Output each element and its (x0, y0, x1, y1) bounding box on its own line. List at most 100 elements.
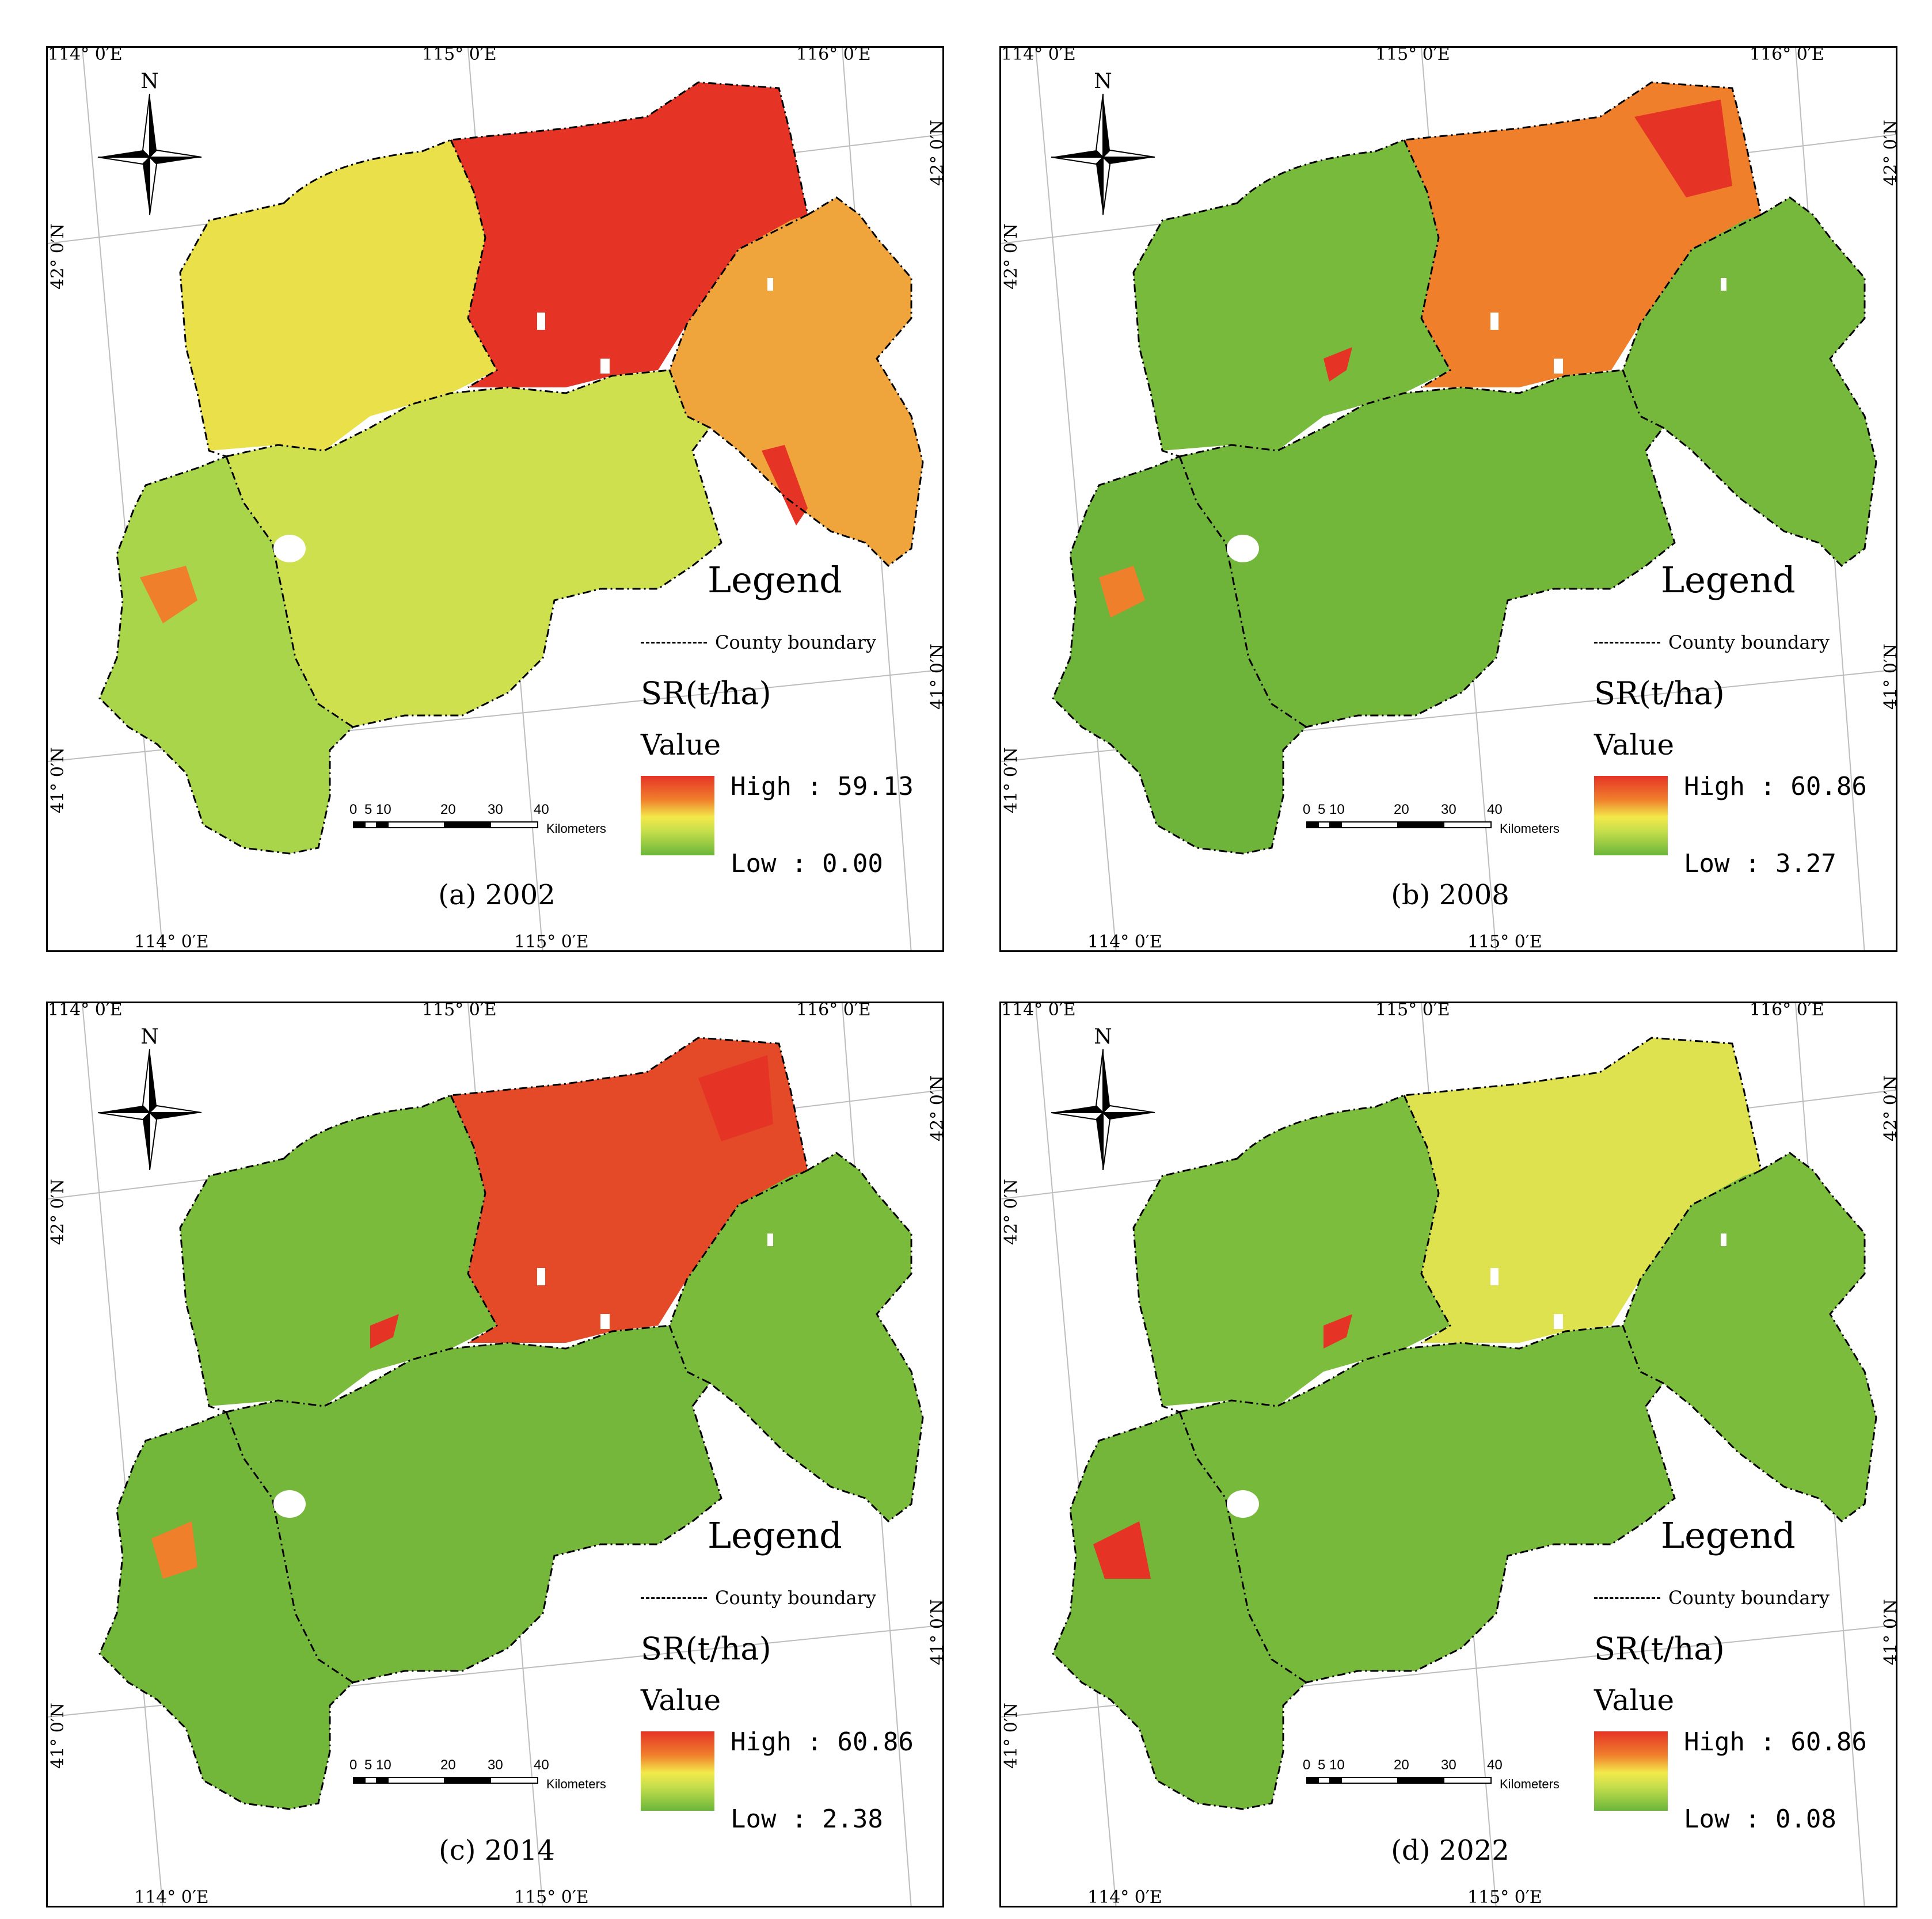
legend-boundary-entry: County boundary (1594, 631, 1830, 654)
lon-label-top-2: 115° 0′E (422, 1002, 497, 1020)
lat-label-right-1: 42° 0′N (927, 120, 944, 186)
scale-bar: 0 5 10 20 30 40 Kilometers (349, 802, 606, 842)
county-map (48, 1003, 942, 1906)
scale-tick: 30 (488, 802, 503, 817)
lat-label-right-1: 42° 0′N (1881, 120, 1897, 186)
lat-label-left-1: 42° 0′N (48, 1179, 68, 1245)
lon-label-top-3: 116° 0′E (1750, 1002, 1824, 1020)
lon-label-top-2: 115° 0′E (1375, 46, 1450, 64)
scale-tick: 40 (1487, 1757, 1503, 1773)
north-arrow-icon: N (97, 71, 202, 215)
panel-caption: (a) 2002 (438, 879, 556, 911)
north-label: N (1094, 71, 1112, 93)
lon-label-top-1: 114° 0′E (48, 1002, 123, 1020)
lat-label-right-2: 41° 0′N (1881, 1599, 1897, 1665)
color-ramp (1594, 776, 1668, 855)
lat-label-left-1: 42° 0′N (48, 223, 68, 290)
scale-bar: 0 5 10 20 30 40 Kilometers (349, 1757, 606, 1798)
scale-tick: 40 (534, 1757, 549, 1773)
map-panel-2022: 114° 0′E 115° 0′E 116° 0′E 114° 0′E 115°… (999, 1002, 1897, 1907)
legend-low: Low : 0.08 (1684, 1804, 1836, 1834)
erosion-hotspot (370, 1314, 399, 1349)
legend-low: Low : 3.27 (1684, 849, 1836, 878)
boundary-line-icon (641, 1597, 707, 1599)
boundary-label: County boundary (715, 1587, 876, 1609)
scale-bar: 0 5 10 20 30 40 Kilometers (1303, 802, 1560, 842)
county-map (48, 48, 942, 950)
boundary-line-icon (1594, 641, 1660, 644)
north-label: N (140, 1026, 159, 1049)
legend-unit: SR(t/ha) (641, 1631, 771, 1667)
county-map (1001, 48, 1896, 950)
scale-tick: 20 (1394, 802, 1409, 817)
scale-tick: 20 (440, 802, 456, 817)
erosion-hotspot (1324, 1314, 1352, 1349)
lon-label-bottom-2: 115° 0′E (1467, 932, 1542, 952)
legend-high: High : 60.86 (1684, 1727, 1867, 1757)
lon-label-top-3: 116° 0′E (796, 46, 871, 64)
scale-tick: 5 (364, 802, 372, 817)
lon-label-bottom-1: 114° 0′E (1087, 932, 1162, 952)
county-map (1001, 1003, 1896, 1906)
lon-label-bottom-2: 115° 0′E (514, 1887, 589, 1907)
map-panel-2014: 114° 0′E 115° 0′E 116° 0′E 114° 0′E 115°… (46, 1002, 944, 1907)
legend-low: Low : 0.00 (731, 849, 883, 878)
lon-label-top-3: 116° 0′E (1750, 46, 1824, 64)
scale-tick: 5 (1318, 1757, 1326, 1773)
lon-label-top-1: 114° 0′E (48, 46, 123, 64)
north-label: N (1094, 1026, 1112, 1049)
scale-tick: 40 (1487, 802, 1503, 817)
lon-label-bottom-1: 114° 0′E (134, 932, 209, 952)
legend-title: Legend (1661, 1514, 1796, 1556)
lon-label-bottom-1: 114° 0′E (134, 1887, 209, 1907)
color-ramp (641, 1731, 714, 1811)
scale-tick: 20 (440, 1757, 456, 1773)
lat-label-left-1: 42° 0′N (1001, 223, 1021, 290)
lat-label-left-1: 42° 0′N (1001, 1179, 1021, 1245)
legend-boundary-entry: County boundary (1594, 1586, 1830, 1609)
scale-tick: 5 (364, 1757, 372, 1773)
lon-label-bottom-2: 115° 0′E (514, 932, 589, 952)
lat-label-right-2: 41° 0′N (927, 1599, 944, 1665)
map-panel-2008: 114° 0′E 115° 0′E 116° 0′E 114° 0′E 115°… (999, 46, 1897, 952)
erosion-hotspot (151, 1521, 197, 1579)
color-ramp (641, 776, 714, 855)
lon-label-top-2: 115° 0′E (422, 46, 497, 64)
legend-title: Legend (1661, 559, 1796, 601)
panel-caption: (d) 2022 (1391, 1834, 1509, 1867)
scale-tick: 10 (1329, 1757, 1345, 1773)
scale-tick: 10 (1329, 802, 1345, 817)
legend-boundary-entry: County boundary (641, 631, 876, 654)
scale-units: Kilometers (1500, 821, 1560, 836)
north-label: N (140, 71, 159, 93)
boundary-label: County boundary (1668, 631, 1830, 653)
lat-label-right-2: 41° 0′N (927, 644, 944, 710)
color-ramp (1594, 1731, 1668, 1811)
legend-high: High : 60.86 (731, 1727, 914, 1757)
lat-label-right-1: 42° 0′N (927, 1075, 944, 1141)
legend-title: Legend (708, 1514, 842, 1556)
erosion-hotspot (1093, 1521, 1151, 1579)
lat-label-right-1: 42° 0′N (1881, 1075, 1897, 1141)
legend-value-label: Value (641, 728, 721, 761)
lat-label-right-2: 41° 0′N (1881, 644, 1897, 710)
scale-tick: 10 (376, 1757, 391, 1773)
scale-units: Kilometers (1500, 1777, 1560, 1791)
scale-tick: 30 (1441, 1757, 1456, 1773)
scale-tick: 40 (534, 802, 549, 817)
legend-low: Low : 2.38 (731, 1804, 883, 1834)
scale-tick: 30 (1441, 802, 1456, 817)
legend-unit: SR(t/ha) (641, 675, 771, 711)
scale-tick: 30 (488, 1757, 503, 1773)
north-arrow-icon: N (1051, 1026, 1155, 1170)
legend-unit: SR(t/ha) (1594, 1631, 1725, 1667)
legend-boundary-entry: County boundary (641, 1586, 876, 1609)
legend-unit: SR(t/ha) (1594, 675, 1725, 711)
north-arrow-icon: N (1051, 71, 1155, 215)
legend-title: Legend (708, 559, 842, 601)
erosion-hotspot (1324, 347, 1352, 382)
north-arrow-icon: N (97, 1026, 202, 1170)
lat-label-left-2: 41° 0′N (48, 1703, 68, 1769)
lon-label-top-1: 114° 0′E (1001, 1002, 1076, 1020)
erosion-hotspot (140, 566, 197, 623)
